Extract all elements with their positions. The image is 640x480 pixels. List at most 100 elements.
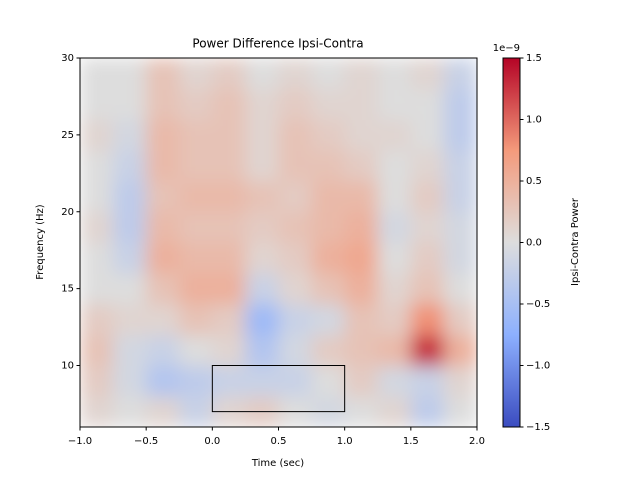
heatmap-cell [212,365,246,397]
heatmap-cell [344,365,379,397]
heatmap-cell [80,211,114,243]
heatmap-cell [80,88,114,120]
heatmap-cell [344,273,379,305]
heatmap-cell [113,396,147,427]
heatmap-cell [344,150,379,182]
heatmap-cell [377,365,412,397]
heatmap-cell [80,58,114,90]
heatmap-cell [113,181,147,213]
heatmap-cell [443,119,477,151]
heatmap-cell [212,181,246,213]
heatmap-cell [443,304,477,336]
heatmap-cell [278,211,313,243]
heatmap-cell [311,211,346,243]
heatmap-cell [146,365,180,397]
heatmap-cell [410,119,445,151]
heatmap-cell [377,242,412,274]
heatmap-cell [443,88,477,120]
heatmap-cell [377,211,412,243]
heatmap-cell [212,58,246,90]
heatmap-cell [377,119,412,151]
heatmap-cell [212,304,246,336]
heatmap-cell [146,211,180,243]
x-tick-label: 1.5 [403,436,419,447]
heatmap-cell [410,365,445,397]
heatmap-cell [245,119,279,151]
heatmap-cell [245,304,279,336]
heatmap-cell [179,365,213,397]
heatmap-cell [311,273,346,305]
y-tick-label: 25 [61,130,74,141]
colorbar-tick-label: 1.5 [526,53,542,64]
heatmap-cell [113,150,147,182]
heatmap-cell [278,304,313,336]
heatmap-cell [410,273,445,305]
heatmap-cell [443,365,477,397]
x-tick-label: −1.0 [68,436,92,447]
heatmap-cell [179,211,213,243]
annotation-box [211,365,346,413]
colorbar-tick-label: 0.5 [526,176,542,187]
heatmap-cell [245,58,279,90]
heatmap-cell [344,181,379,213]
heatmap-cell [113,242,147,274]
colorbar-offset: 1e−9 [493,43,520,54]
y-tick-label: 10 [61,361,74,372]
heatmap-cell [344,58,379,90]
heatmap-cell [113,88,147,120]
heatmap-cell [311,58,346,90]
heatmap-cell [443,396,477,427]
heatmap-cell [80,334,114,366]
heatmap-cell [80,273,114,305]
heatmap-cell [80,150,114,182]
heatmap-cell [443,181,477,213]
heatmap-cell [443,58,477,90]
heatmap-cell [179,242,213,274]
heatmap-cell [410,334,445,366]
heatmap-cell [146,181,180,213]
heatmap-cell [443,273,477,305]
heatmap-cell [245,242,279,274]
heatmap-cell [278,365,313,397]
heatmap-cell [179,181,213,213]
heatmap-cell [80,365,114,397]
heatmap-cell [344,334,379,366]
heatmap-cell [377,304,412,336]
heatmap-cell [344,396,379,427]
heatmap-cell [80,304,114,336]
heatmap-cell [311,181,346,213]
heatmap-cell [113,365,147,397]
colorbar [502,57,521,428]
heatmap-cell [311,88,346,120]
heatmap-cell [311,242,346,274]
y-tick-label: 30 [61,53,74,64]
y-tick-label: 15 [61,284,74,295]
heatmap-cell [410,150,445,182]
colorbar-tick-label: −1.0 [526,361,550,372]
colorbar-tick-label: 1.0 [526,115,542,126]
heatmap-cell [344,119,379,151]
heatmap-cell [311,119,346,151]
colorbar-tick-label: −1.5 [526,422,550,433]
heatmap-cell [278,150,313,182]
heatmap-cell [443,334,477,366]
heatmap-cell [278,273,313,305]
heatmap-cell [146,273,180,305]
heatmap-cell [311,304,346,336]
heatmap-cell [80,119,114,151]
heatmap-cell [377,273,412,305]
heatmap-cell [245,273,279,305]
colorbar-label: Ipsi-Contra Power [570,197,581,286]
heatmap-cell [146,88,180,120]
heatmap-cell [377,181,412,213]
heatmap-cell [410,211,445,243]
heatmap-cell [146,334,180,366]
heatmap-cell [113,334,147,366]
heatmap-cell [410,58,445,90]
heatmap-cell [179,88,213,120]
heatmap-cell [179,304,213,336]
heatmap-cell [410,181,445,213]
heatmap-cell [212,211,246,243]
heatmap-cell [212,273,246,305]
